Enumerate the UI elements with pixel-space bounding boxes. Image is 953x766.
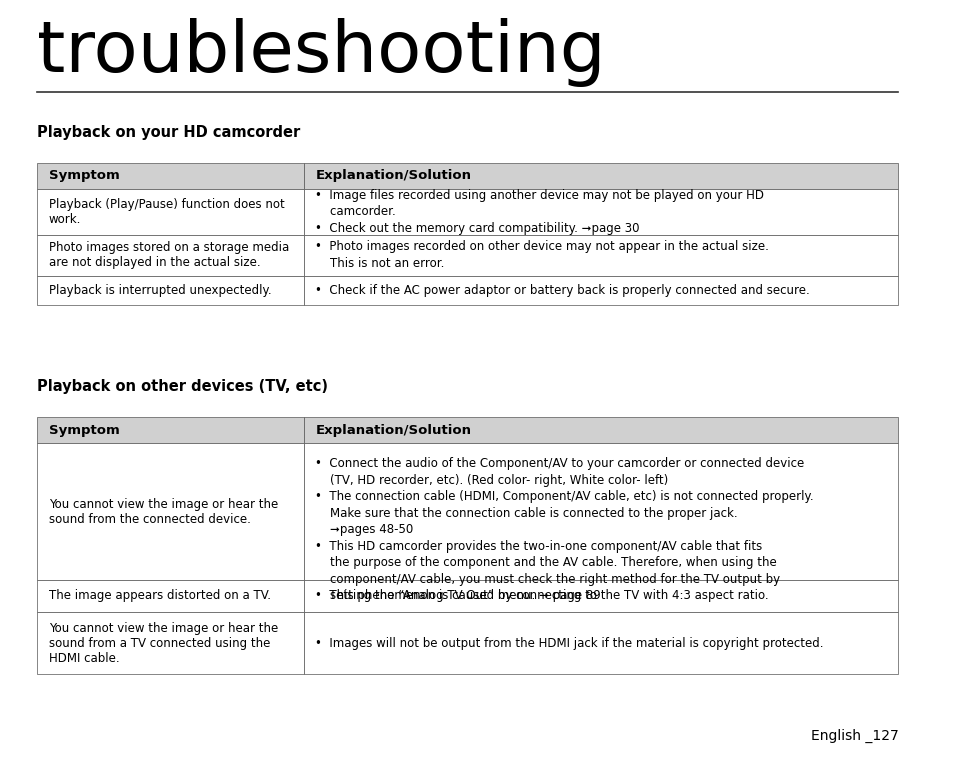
Text: Explanation/Solution: Explanation/Solution <box>315 424 471 437</box>
Text: You cannot view the image or hear the
sound from a TV connected using the
HDMI c: You cannot view the image or hear the so… <box>49 621 277 665</box>
Bar <box>37 580 304 612</box>
Bar <box>304 612 898 674</box>
Text: Explanation/Solution: Explanation/Solution <box>315 169 471 182</box>
Bar <box>304 417 898 444</box>
Text: Playback on your HD camcorder: Playback on your HD camcorder <box>37 125 300 140</box>
Bar <box>304 234 898 276</box>
Text: Symptom: Symptom <box>49 169 119 182</box>
Text: •  This phenomenon is caused by connecting to the TV with 4:3 aspect ratio.: • This phenomenon is caused by connectin… <box>315 590 768 603</box>
Text: Playback on other devices (TV, etc): Playback on other devices (TV, etc) <box>37 379 328 394</box>
Bar <box>304 444 898 580</box>
Bar <box>37 276 304 305</box>
Text: Playback (Play/Pause) function does not
work.: Playback (Play/Pause) function does not … <box>49 198 284 226</box>
Bar <box>37 162 304 189</box>
Text: English _127: English _127 <box>810 729 898 743</box>
Bar <box>304 189 898 234</box>
Bar <box>37 417 304 444</box>
Text: Symptom: Symptom <box>49 424 119 437</box>
Text: Playback is interrupted unexpectedly.: Playback is interrupted unexpectedly. <box>49 283 271 296</box>
Text: •  Connect the audio of the Component/AV to your camcorder or connected device
 : • Connect the audio of the Component/AV … <box>315 457 813 602</box>
Text: •  Photo images recorded on other device may not appear in the actual size.
    : • Photo images recorded on other device … <box>315 241 768 270</box>
Bar <box>37 189 304 234</box>
Text: •  Image files recorded using another device may not be played on your HD
    ca: • Image files recorded using another dev… <box>315 189 763 235</box>
Text: •  Check if the AC power adaptor or battery back is properly connected and secur: • Check if the AC power adaptor or batte… <box>315 283 809 296</box>
Bar <box>304 276 898 305</box>
Bar <box>304 580 898 612</box>
Text: troubleshooting: troubleshooting <box>37 18 605 87</box>
Bar <box>37 612 304 674</box>
Text: •  Images will not be output from the HDMI jack if the material is copyright pro: • Images will not be output from the HDM… <box>315 637 823 650</box>
Bar <box>304 162 898 189</box>
Text: Photo images stored on a storage media
are not displayed in the actual size.: Photo images stored on a storage media a… <box>49 241 289 269</box>
Bar <box>37 444 304 580</box>
Text: You cannot view the image or hear the
sound from the connected device.: You cannot view the image or hear the so… <box>49 498 277 525</box>
Text: The image appears distorted on a TV.: The image appears distorted on a TV. <box>49 590 271 603</box>
Bar <box>37 234 304 276</box>
